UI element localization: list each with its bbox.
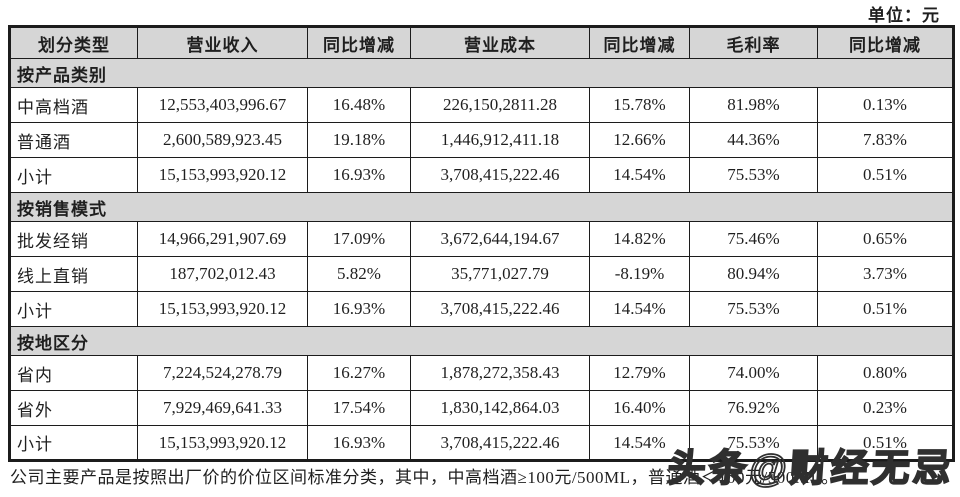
cell-value: 75.53%	[689, 291, 818, 327]
cell-value: 35,771,027.79	[410, 256, 590, 292]
cell-value: 1,878,272,358.43	[410, 355, 590, 391]
column-header-2: 同比增减	[307, 26, 411, 59]
footnote-text: 公司主要产品是按照出厂价的价位区间标准分类，其中，中高档酒≥100元/500ML…	[10, 468, 839, 487]
section-row: 按产品类别	[9, 58, 954, 88]
cell-value: 75.53%	[689, 157, 818, 193]
column-header-6: 同比增减	[817, 26, 954, 59]
cell-value: 5.82%	[307, 256, 411, 292]
cell-value: 19.18%	[307, 122, 411, 158]
cell-value: 75.46%	[689, 221, 818, 257]
cell-value: 14,966,291,907.69	[137, 221, 308, 257]
cell-value: 16.93%	[307, 291, 411, 327]
cell-value: 12,553,403,996.67	[137, 87, 308, 123]
section-row: 按销售模式	[9, 192, 954, 222]
cell-value: 15,153,993,920.12	[137, 157, 308, 193]
table-header: 划分类型 营业收入 同比增减 营业成本 同比增减 毛利率 同比增减	[9, 26, 954, 59]
unit-label: 单位：元	[868, 6, 940, 25]
cell-value: 15.78%	[589, 87, 690, 123]
cell-value: 0.51%	[817, 157, 954, 193]
table-body: 按产品类别 中高档酒 12,553,403,996.67 16.48% 226,150,…	[9, 58, 954, 461]
cell-value: 1,830,142,864.03	[410, 390, 590, 426]
row-label: 省外	[9, 390, 138, 426]
cell-value: 187,702,012.43	[137, 256, 308, 292]
cell-value: 16.27%	[307, 355, 411, 391]
cell-value: 14.54%	[589, 291, 690, 327]
cell-value: 16.40%	[589, 390, 690, 426]
cell-value: 16.48%	[307, 87, 411, 123]
cell-value: 3,708,415,222.46	[410, 425, 590, 461]
cell-value: 14.82%	[589, 221, 690, 257]
row-label: 小计	[9, 157, 138, 193]
column-header-5: 毛利率	[689, 26, 818, 59]
cell-value: 12.79%	[589, 355, 690, 391]
table-row: 线上直销 187,702,012.43 5.82% 35,771,027.79 -8.1…	[9, 256, 954, 292]
column-header-1: 营业收入	[137, 26, 308, 59]
table-row: 批发经销 14,966,291,907.69 17.09% 3,672,644,194…	[9, 221, 954, 257]
cell-value: 7,929,469,641.33	[137, 390, 308, 426]
section-header-label: 按产品类别	[9, 58, 954, 88]
table-row: 中高档酒 12,553,403,996.67 16.48% 226,150,2811.…	[9, 87, 954, 123]
column-header-4: 同比增减	[589, 26, 690, 59]
cell-value: 0.51%	[817, 291, 954, 327]
cell-value: 81.98%	[689, 87, 818, 123]
cell-value: 3,672,644,194.67	[410, 221, 590, 257]
table-header-row: 划分类型 营业收入 同比增减 营业成本 同比增减 毛利率 同比增减	[9, 26, 954, 59]
table-row: 省外 7,929,469,641.33 17.54% 1,830,142,864.03…	[9, 390, 954, 426]
cell-value: 15,153,993,920.12	[137, 425, 308, 461]
cell-value: 3.73%	[817, 256, 954, 292]
cell-value: 3,708,415,222.46	[410, 291, 590, 327]
cell-value: 16.93%	[307, 425, 411, 461]
cell-value: 0.80%	[817, 355, 954, 391]
cell-value: 0.13%	[817, 87, 954, 123]
row-label: 小计	[9, 291, 138, 327]
cell-value: 75.53%	[689, 425, 818, 461]
table-row: 省内 7,224,524,278.79 16.27% 1,878,272,358.43…	[9, 355, 954, 391]
cell-value: 17.09%	[307, 221, 411, 257]
table-row: 小计 15,153,993,920.12 16.93% 3,708,415,222.4…	[9, 425, 954, 461]
section-row: 按地区分	[9, 326, 954, 356]
cell-value: 14.54%	[589, 157, 690, 193]
column-header-0: 划分类型	[9, 26, 138, 59]
cell-value: 15,153,993,920.12	[137, 291, 308, 327]
cell-value: 74.00%	[689, 355, 818, 391]
row-label: 普通酒	[9, 122, 138, 158]
cell-value: 1,446,912,411.18	[410, 122, 590, 158]
cell-value: 0.51%	[817, 425, 954, 461]
cell-value: 17.54%	[307, 390, 411, 426]
row-label: 中高档酒	[9, 87, 138, 123]
section-header-label: 按销售模式	[9, 192, 954, 222]
cell-value: 76.92%	[689, 390, 818, 426]
cell-value: 12.66%	[589, 122, 690, 158]
column-header-3: 营业成本	[410, 26, 590, 59]
segment-breakdown-table: 划分类型 营业收入 同比增减 营业成本 同比增减 毛利率 同比增减 按产品类别 中高档酒 12,…	[8, 25, 955, 462]
row-label: 省内	[9, 355, 138, 391]
row-label: 批发经销	[9, 221, 138, 257]
cell-value: 3,708,415,222.46	[410, 157, 590, 193]
section-header-label: 按地区分	[9, 326, 954, 356]
table-row: 普通酒 2,600,589,923.45 19.18% 1,446,912,411.1…	[9, 122, 954, 158]
row-label: 线上直销	[9, 256, 138, 292]
cell-value: 80.94%	[689, 256, 818, 292]
cell-value: 226,150,2811.28	[410, 87, 590, 123]
cell-value: 7,224,524,278.79	[137, 355, 308, 391]
cell-value: 0.23%	[817, 390, 954, 426]
cell-value: 14.54%	[589, 425, 690, 461]
cell-value: 7.83%	[817, 122, 954, 158]
row-label: 小计	[9, 425, 138, 461]
cell-value: 16.93%	[307, 157, 411, 193]
table-row: 小计 15,153,993,920.12 16.93% 3,708,415,222.4…	[9, 157, 954, 193]
cell-value: 0.65%	[817, 221, 954, 257]
cell-value: 2,600,589,923.45	[137, 122, 308, 158]
table-row: 小计 15,153,993,920.12 16.93% 3,708,415,222.4…	[9, 291, 954, 327]
cell-value: -8.19%	[589, 256, 690, 292]
cell-value: 44.36%	[689, 122, 818, 158]
